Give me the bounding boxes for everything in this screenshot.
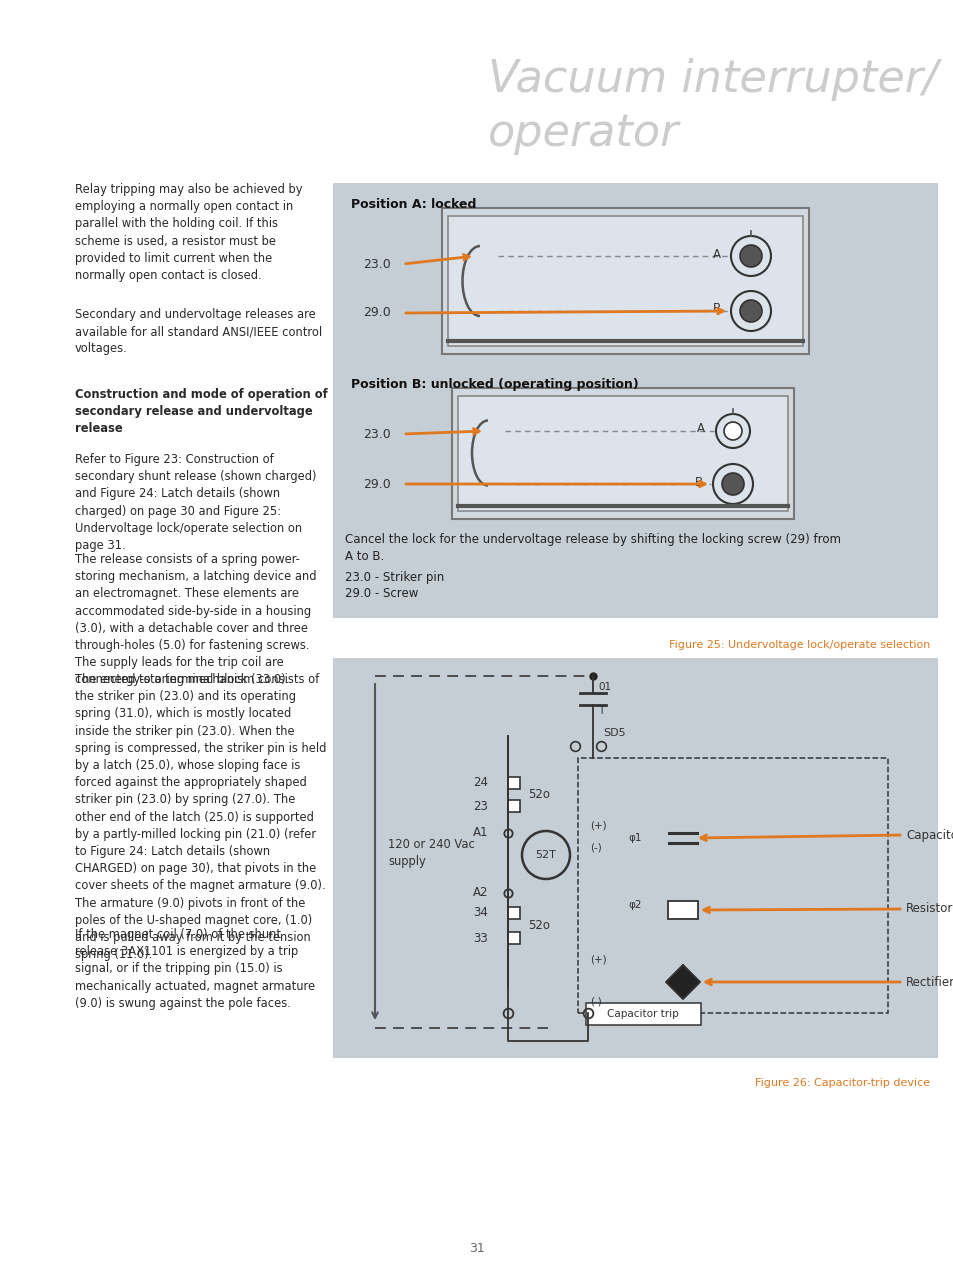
Circle shape	[730, 291, 770, 331]
Text: Rectifier: Rectifier	[905, 976, 953, 988]
Text: (-): (-)	[589, 997, 601, 1007]
Text: 23.0: 23.0	[363, 257, 391, 271]
Text: (+): (+)	[589, 955, 606, 965]
Text: 33: 33	[473, 931, 488, 945]
Text: 31: 31	[469, 1241, 484, 1255]
Text: 52T: 52T	[535, 850, 556, 860]
Bar	[507, 907, 519, 918]
Text: T: T	[598, 706, 603, 716]
Text: The release consists of a spring power-
storing mechanism, a latching device and: The release consists of a spring power- …	[75, 553, 316, 687]
Bar	[667, 901, 698, 918]
Circle shape	[740, 245, 761, 267]
Bar	[507, 800, 519, 812]
Text: A1: A1	[472, 827, 488, 840]
Text: operator: operator	[488, 112, 679, 155]
Text: A2: A2	[472, 887, 488, 899]
Text: Capacitor trip: Capacitor trip	[606, 1009, 679, 1019]
Text: A: A	[712, 248, 720, 261]
Bar	[578, 758, 887, 1013]
Text: 29.0 - Screw: 29.0 - Screw	[345, 586, 418, 600]
Text: B: B	[694, 476, 702, 488]
Circle shape	[716, 413, 749, 448]
Text: 34: 34	[473, 907, 488, 920]
Circle shape	[740, 300, 761, 322]
Text: A: A	[697, 422, 704, 435]
Circle shape	[721, 473, 743, 495]
Text: 01: 01	[598, 682, 611, 692]
Text: Figure 25: Undervoltage lock/operate selection: Figure 25: Undervoltage lock/operate sel…	[668, 640, 929, 650]
Text: 52o: 52o	[527, 787, 550, 801]
Text: 52o: 52o	[527, 918, 550, 932]
Text: B: B	[712, 303, 720, 315]
Bar	[507, 777, 519, 789]
Text: 23.0 - Striker pin: 23.0 - Striker pin	[345, 571, 444, 584]
Text: Construction and mode of operation of
secondary release and undervoltage
release: Construction and mode of operation of se…	[75, 388, 328, 435]
Text: Figure 26: Capacitor-trip device: Figure 26: Capacitor-trip device	[754, 1077, 929, 1088]
Bar	[585, 1004, 700, 1025]
Text: Secondary and undervoltage releases are
available for all standard ANSI/IEEE con: Secondary and undervoltage releases are …	[75, 308, 322, 355]
Text: Resistor: Resistor	[905, 903, 952, 916]
Bar	[333, 658, 937, 1058]
Circle shape	[730, 237, 770, 276]
Text: Cancel the lock for the undervoltage release by shifting the locking screw (29) : Cancel the lock for the undervoltage rel…	[345, 533, 841, 563]
Text: Vacuum interrupter/: Vacuum interrupter/	[488, 59, 937, 100]
Bar	[333, 183, 937, 618]
Text: SD5: SD5	[602, 728, 625, 738]
Text: 24: 24	[473, 776, 488, 790]
Text: φ1: φ1	[627, 833, 640, 843]
Text: Relay tripping may also be achieved by
employing a normally open contact in
para: Relay tripping may also be achieved by e…	[75, 183, 302, 282]
Polygon shape	[665, 965, 700, 999]
Text: Refer to Figure 23: Construction of
secondary shunt release (shown charged)
and : Refer to Figure 23: Construction of seco…	[75, 453, 316, 552]
Bar	[457, 396, 787, 511]
Bar	[441, 209, 808, 354]
Bar	[448, 216, 802, 346]
Circle shape	[712, 464, 752, 504]
Text: Position B: unlocked (operating position): Position B: unlocked (operating position…	[351, 378, 639, 391]
Text: Capacitor: Capacitor	[905, 828, 953, 842]
Text: 29.0: 29.0	[363, 307, 391, 319]
Text: 23.0: 23.0	[363, 427, 391, 440]
Text: 120 or 240 Vac
supply: 120 or 240 Vac supply	[388, 838, 475, 868]
Bar	[452, 388, 793, 519]
Text: The energy-storing mechanism consists of
the striker pin (23.0) and its operatin: The energy-storing mechanism consists of…	[75, 673, 326, 962]
Text: 29.0: 29.0	[363, 477, 391, 491]
Bar	[507, 932, 519, 944]
Text: (+): (+)	[589, 820, 606, 831]
Text: φ2: φ2	[627, 901, 640, 909]
Circle shape	[723, 422, 741, 440]
Text: Position A: locked: Position A: locked	[351, 198, 476, 211]
Text: (-): (-)	[589, 843, 601, 854]
Text: If the magnet coil (7.0) of the shunt
release 3AX1101 is energized by a trip
sig: If the magnet coil (7.0) of the shunt re…	[75, 929, 314, 1010]
Text: 23: 23	[473, 800, 488, 813]
